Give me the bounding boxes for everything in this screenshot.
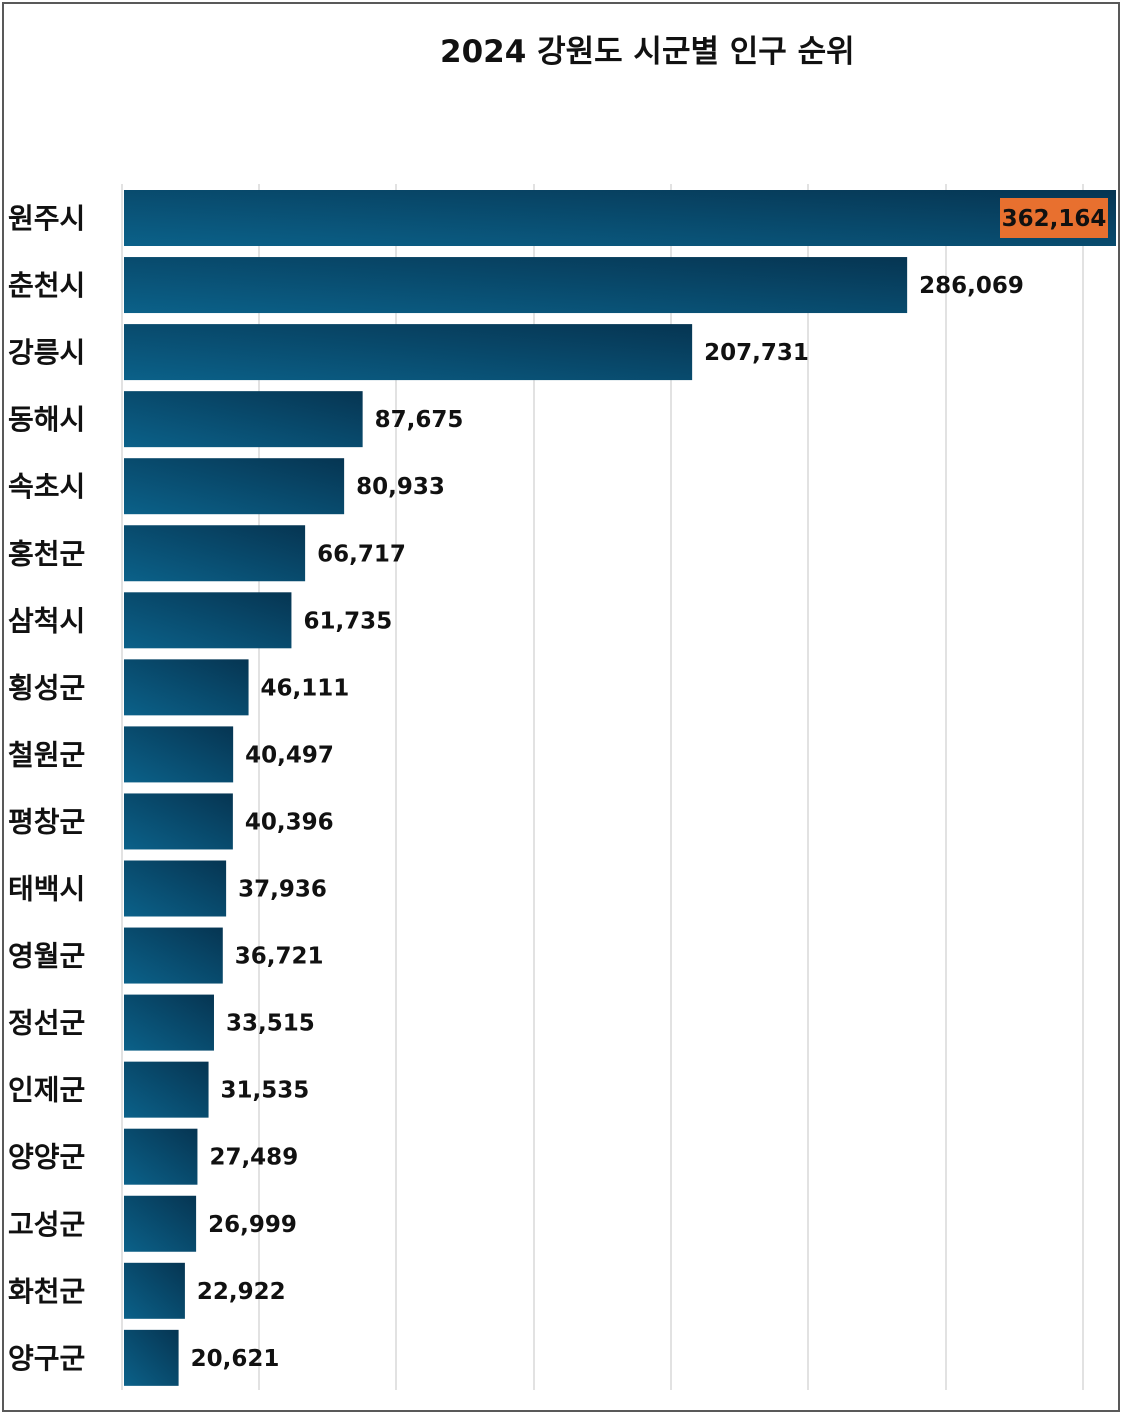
bar [124, 726, 234, 783]
value-label: 31,535 [221, 1078, 310, 1104]
value-label: 207,731 [704, 340, 809, 366]
value-label: 40,396 [245, 809, 334, 835]
bar [124, 525, 306, 582]
bar [124, 592, 292, 649]
value-label: 46,111 [261, 675, 350, 701]
value-label: 26,999 [208, 1212, 297, 1238]
category-label: 양양군 [8, 1141, 85, 1174]
bar [124, 257, 908, 314]
bar [124, 458, 345, 515]
category-label: 정선군 [8, 1007, 85, 1040]
bar [124, 1061, 209, 1118]
category-label: 원주시 [8, 202, 85, 235]
category-label: 화천군 [8, 1275, 85, 1308]
highlight-label-box [1000, 198, 1108, 238]
category-label: 강릉시 [8, 336, 85, 369]
category-label: 횡성군 [8, 671, 85, 704]
value-label: 362,164 [1002, 206, 1107, 232]
bar [124, 994, 214, 1051]
value-label: 20,621 [191, 1346, 280, 1372]
bar [124, 324, 693, 381]
bar [124, 391, 363, 448]
bar [124, 793, 233, 850]
value-label: 286,069 [919, 273, 1024, 299]
category-label: 양구군 [8, 1342, 85, 1375]
category-label: 고성군 [8, 1208, 85, 1241]
category-label: 동해시 [8, 403, 85, 436]
bar [124, 659, 249, 716]
category-label: 평창군 [8, 805, 85, 838]
value-label: 22,922 [197, 1279, 286, 1305]
value-label: 33,515 [226, 1011, 315, 1037]
bar [124, 1262, 185, 1319]
value-label: 37,936 [238, 877, 327, 903]
category-label: 속초시 [8, 470, 85, 503]
value-label: 40,497 [245, 742, 334, 768]
bar [124, 190, 1116, 246]
category-label: 홍천군 [8, 537, 85, 570]
category-label: 삼척시 [8, 604, 85, 637]
bar [124, 860, 227, 917]
value-label: 27,489 [209, 1145, 298, 1171]
value-label: 61,735 [303, 608, 392, 634]
category-label: 철원군 [8, 738, 85, 771]
bar [124, 1195, 197, 1252]
value-label: 87,675 [375, 407, 464, 433]
bar [124, 1329, 179, 1386]
bar [124, 927, 223, 984]
value-label: 66,717 [317, 541, 406, 567]
category-label: 영월군 [8, 940, 85, 973]
category-label: 태백시 [8, 873, 85, 906]
bar [124, 1128, 198, 1185]
chart-title: 2024 강원도 시군별 인구 순위 [440, 34, 855, 70]
value-label: 36,721 [235, 944, 324, 970]
category-label: 인제군 [8, 1074, 85, 1107]
value-label: 80,933 [356, 474, 445, 500]
category-label: 춘천시 [8, 269, 85, 302]
